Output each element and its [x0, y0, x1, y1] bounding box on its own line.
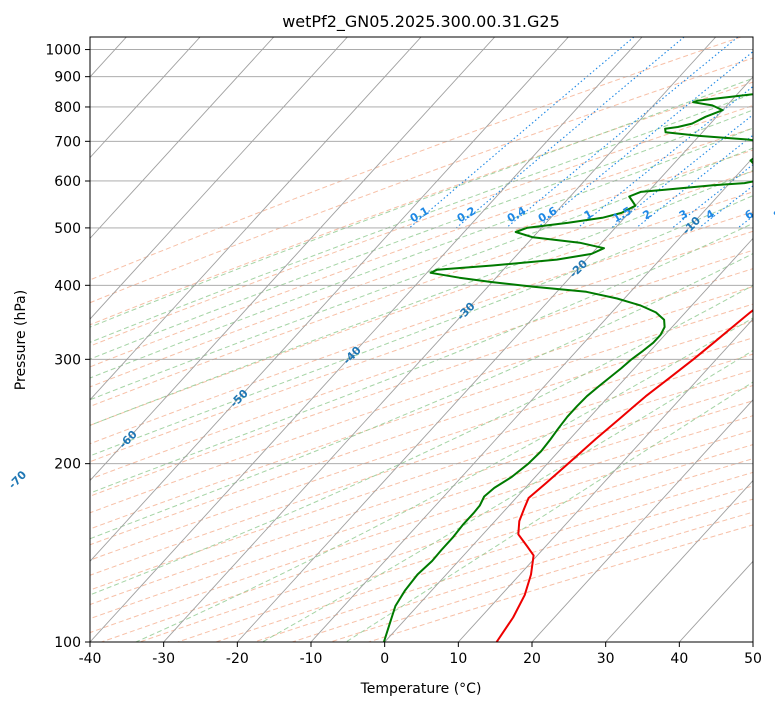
background-lines [90, 37, 775, 642]
dry-adiabat [254, 485, 753, 642]
y-axis: 100 200 300 400 500 600 700 800 900 1000 [45, 43, 90, 651]
mixing-ratio-line [577, 85, 753, 229]
y-tick-label: 800 [54, 100, 81, 116]
isotherm-line [752, 641, 753, 642]
x-axis-title: Temperature (°C) [360, 681, 482, 697]
isotherm-line [90, 37, 275, 240]
dry-adiabat [90, 303, 753, 530]
temperature-line [495, 309, 753, 642]
isotherm-line [163, 37, 717, 642]
dry-adiabat [368, 524, 753, 642]
dry-adiabat [90, 369, 753, 591]
moist-adiabat [90, 127, 753, 379]
isotherm-line [90, 37, 348, 320]
mixing-ratio-line [455, 37, 685, 229]
dry-adiabat [215, 471, 753, 642]
x-tick-label: -10 [300, 651, 323, 667]
x-tick-label: 0 [380, 651, 389, 667]
mixing-ratio-label: 0.4 [505, 204, 529, 225]
y-tick-label: 400 [54, 278, 81, 294]
mixing-ratio-line [766, 37, 775, 228]
moist-adiabat [90, 109, 753, 360]
x-axis: -40 -30 -20 -10 0 10 20 30 40 50 [79, 642, 762, 667]
line-labels: -100-90-80-70-60-50-40-30-20-100.10.20.4… [6, 204, 775, 491]
y-tick-label: 500 [54, 221, 81, 237]
mixing-ratio-line [698, 185, 753, 229]
dry-adiabat [90, 170, 753, 407]
isotherm-line [90, 37, 422, 401]
mixing-ratio-label: 0.2 [455, 204, 478, 225]
y-tick-label: 100 [54, 635, 81, 651]
mixing-ratio-label: 8 [771, 207, 775, 222]
dry-adiabat [90, 385, 753, 606]
isotherm-line [458, 318, 753, 642]
y-tick-label: 700 [54, 134, 81, 150]
moist-adiabat [90, 77, 753, 328]
moist-adiabat [90, 93, 753, 343]
isotherm-line [310, 156, 753, 642]
isotherm-line [531, 399, 753, 642]
mixing-ratio-label: 0.6 [536, 204, 560, 225]
y-axis-title: Pressure (hPa) [13, 290, 29, 390]
chart-title: wetPf2_GN05.2025.300.00.31.G25 [282, 12, 560, 32]
dry-adiabat [330, 511, 753, 642]
mixing-ratio-line [611, 114, 753, 229]
x-tick-label: -40 [79, 651, 102, 667]
mixing-ratio-label: 6 [743, 207, 756, 222]
isotherm-line [679, 560, 753, 642]
profile-lines [382, 93, 753, 642]
moist-adiabat [90, 147, 753, 401]
mixing-ratio-line [672, 163, 753, 229]
isotherm-line [90, 37, 496, 482]
x-tick-label: 50 [744, 651, 762, 667]
plot-frame [89, 36, 754, 643]
y-tick-label: 600 [54, 174, 81, 190]
mixing-ratio-label: 2 [641, 207, 654, 222]
x-tick-label: 30 [597, 651, 615, 667]
dry-adiabat [139, 444, 753, 642]
isotherm-line [384, 237, 753, 642]
isotherm-line [237, 76, 753, 642]
dry-adiabat [90, 127, 753, 368]
isotherm-line [605, 479, 753, 642]
mixing-ratio-line [505, 37, 739, 229]
y-tick-label: 900 [54, 70, 81, 86]
y-tick-label: 200 [54, 457, 81, 473]
moist-adiabat [135, 317, 753, 642]
y-tick-label: 1000 [45, 43, 81, 59]
x-tick-label: -30 [152, 651, 175, 667]
mixing-ratio-label: 4 [704, 207, 717, 222]
isotherm-line [90, 37, 569, 562]
mixing-ratio-label: 0.1 [408, 204, 431, 225]
isotherm-label: -70 [6, 468, 29, 491]
x-tick-label: 40 [670, 651, 688, 667]
dewpoint-line [382, 93, 753, 642]
x-tick-label: 10 [449, 651, 467, 667]
dry-adiabat [90, 320, 753, 546]
x-tick-label: -20 [226, 651, 249, 667]
moist-adiabat [345, 381, 753, 642]
dry-adiabat [90, 57, 753, 304]
x-tick-label: 20 [523, 651, 541, 667]
moist-adiabat [262, 349, 753, 642]
isotherm-line [90, 37, 201, 159]
moist-adiabat [90, 195, 753, 457]
dry-adiabat [90, 400, 753, 620]
dry-adiabat [90, 37, 742, 281]
mixing-ratio-line [409, 37, 635, 229]
y-tick-label: 300 [54, 352, 81, 368]
isotherm-line [90, 37, 643, 642]
dry-adiabat [90, 337, 753, 561]
mixing-ratio-line [536, 50, 753, 229]
moist-adiabat [90, 169, 753, 426]
moist-adiabat [90, 222, 753, 494]
